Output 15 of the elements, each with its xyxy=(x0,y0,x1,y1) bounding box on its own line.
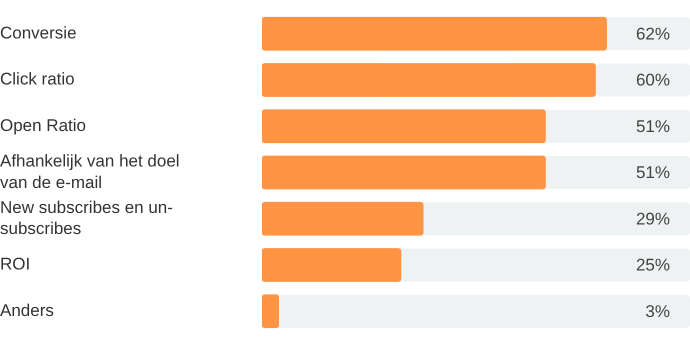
data-label: 60% xyxy=(636,70,670,90)
y-tick-label: Conversie xyxy=(0,23,77,42)
bar xyxy=(262,294,280,328)
data-label: 29% xyxy=(636,209,670,228)
y-tick-label: Afhankelijk van het doel van de e-mail xyxy=(0,152,180,192)
y-tick-label: Anders xyxy=(0,300,54,320)
data-label: 62% xyxy=(636,24,670,44)
data-label: 3% xyxy=(645,302,670,321)
data-label: 51% xyxy=(636,116,670,136)
y-tick-label: New subscribes en un-subscribes xyxy=(0,198,173,238)
data-label: 25% xyxy=(636,256,670,275)
data-label: 51% xyxy=(636,163,670,182)
y-tick-label: ROI xyxy=(0,254,30,274)
y-tick-label: Click ratio xyxy=(0,70,75,89)
y-tick-label: Open Ratio xyxy=(0,116,86,135)
